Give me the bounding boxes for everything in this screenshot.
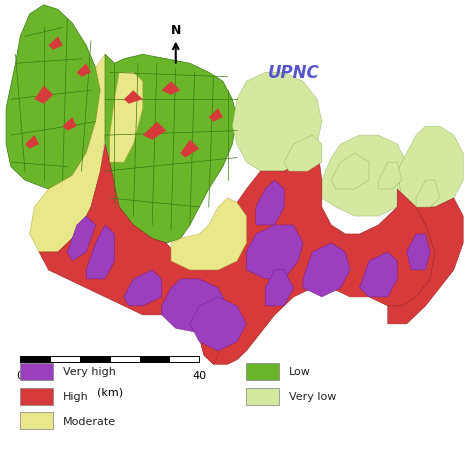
Polygon shape [105,55,237,244]
Bar [80,356,110,362]
Text: Low: Low [289,367,311,377]
Polygon shape [359,253,397,297]
Polygon shape [190,297,246,351]
Polygon shape [63,118,77,131]
Polygon shape [209,109,223,122]
Polygon shape [171,198,246,270]
Polygon shape [30,55,115,253]
Bar [20,412,53,429]
Polygon shape [124,91,143,105]
Polygon shape [322,136,407,216]
Polygon shape [6,6,100,189]
Polygon shape [303,244,350,297]
Polygon shape [110,73,143,163]
Bar [20,363,53,380]
Polygon shape [124,270,162,306]
Bar [170,356,199,362]
Text: 0: 0 [17,370,24,380]
Polygon shape [162,82,181,96]
Polygon shape [39,145,435,364]
Polygon shape [67,216,96,262]
Text: Very high: Very high [63,367,116,377]
Polygon shape [378,163,402,189]
Polygon shape [331,154,369,189]
Polygon shape [181,140,199,158]
Polygon shape [48,37,63,51]
Polygon shape [265,270,293,306]
Polygon shape [246,226,303,279]
Bar [50,356,80,362]
Polygon shape [25,136,39,149]
Polygon shape [407,235,430,270]
Polygon shape [284,136,322,172]
Bar [140,356,170,362]
Text: (km): (km) [97,387,123,397]
Polygon shape [162,279,228,333]
Text: Very low: Very low [289,391,336,401]
Polygon shape [232,73,322,172]
Polygon shape [86,226,115,279]
Text: Moderate: Moderate [63,416,116,426]
Bar [246,388,279,405]
Bar [246,363,279,380]
Polygon shape [199,329,218,364]
Polygon shape [143,122,166,140]
Polygon shape [256,181,284,226]
Text: UPNC: UPNC [268,64,319,82]
Polygon shape [416,181,439,207]
Text: N: N [171,24,181,37]
Bar [20,356,50,362]
Text: High: High [63,391,88,401]
Bar [20,388,53,405]
Polygon shape [35,87,53,105]
Text: 40: 40 [192,370,206,380]
Polygon shape [397,127,463,207]
Polygon shape [388,198,463,324]
Bar [110,356,140,362]
Polygon shape [77,64,91,78]
